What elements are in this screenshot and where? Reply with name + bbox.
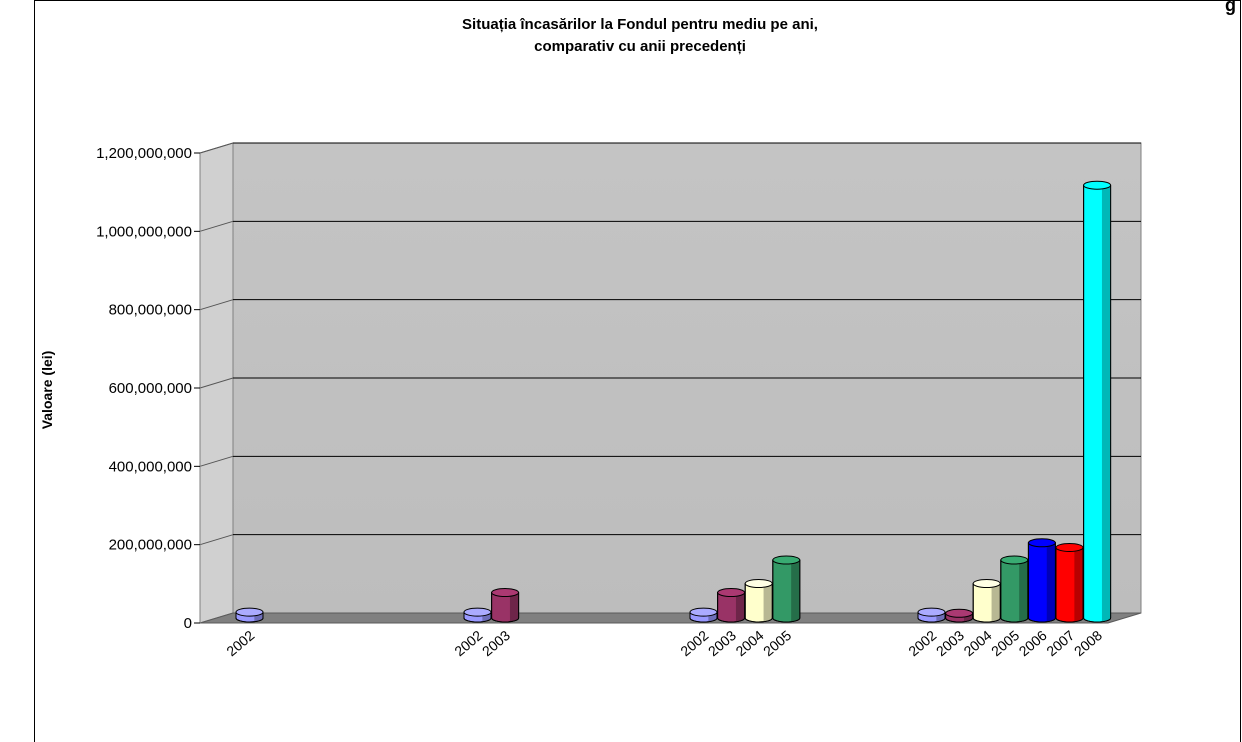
bar-4-2006: [1027, 538, 1056, 623]
x-tick-label: 2002: [905, 627, 939, 659]
bar-3-2003: [717, 588, 746, 623]
bar-4-2002: [917, 607, 946, 623]
x-tick-label: 2005: [760, 627, 794, 659]
x-tick-label: 2002: [677, 627, 711, 659]
chart-title-block: Situația încasărilor la Fondul pentru me…: [300, 14, 980, 58]
y-tick-label: 1,000,000,000: [96, 223, 192, 240]
bar-1-2002: [235, 607, 264, 623]
gridline-side: [199, 534, 234, 546]
x-tick-label: 2003: [933, 627, 967, 659]
chart-frame: g: [34, 0, 1241, 742]
y-axis: 0 200,000,000 400,000,000 600,000,000 800,00…: [96, 145, 201, 632]
y-tick-label: 600,000,000: [109, 380, 192, 397]
bar-4-2004: [972, 579, 1001, 623]
chart-subtitle: comparativ cu anii precedenți: [534, 38, 746, 55]
bar-4-2005: [1000, 555, 1029, 623]
bar-3-2002: [689, 607, 718, 623]
bar-2-2003: [491, 588, 520, 623]
bars: [235, 180, 1112, 623]
bar-2-2002: [463, 607, 492, 623]
gridline-side: [199, 455, 234, 467]
bar-4-2003: [945, 608, 974, 623]
gridline-side: [199, 142, 234, 154]
corner-mark: g: [1225, 0, 1236, 15]
gridline-side: [199, 299, 234, 311]
x-tick-label: 2007: [1043, 627, 1077, 659]
y-tick-label: 200,000,000: [109, 537, 192, 554]
x-tick-label: 2005: [988, 627, 1022, 659]
x-tick-label: 2003: [705, 627, 739, 659]
bar-3-2004: [744, 579, 773, 623]
chart-title: Situația încasărilor la Fondul pentru me…: [462, 16, 818, 33]
gridlines: [199, 142, 1141, 546]
bar-4-2008: [1083, 180, 1112, 623]
y-axis-label: Valoare (lei): [39, 351, 55, 430]
bar-4-2007: [1055, 543, 1084, 623]
x-tick-label: 2006: [1016, 627, 1050, 659]
y-tick-label: 0: [184, 615, 192, 632]
gridline-side: [199, 220, 234, 232]
x-tick-label: 2003: [479, 627, 513, 659]
bar-3-2005: [772, 555, 801, 623]
x-tick-label: 2008: [1071, 627, 1105, 659]
x-tick-label: 2002: [223, 627, 257, 659]
gridline-side: [199, 377, 234, 389]
y-tick-label: 400,000,000: [109, 458, 192, 475]
x-tick-label: 2004: [732, 627, 766, 659]
x-tick-label: 2002: [451, 627, 485, 659]
floor: [199, 612, 1142, 624]
y-tick-label: 800,000,000: [109, 302, 192, 319]
y-tick-label: 1,200,000,000: [96, 145, 192, 162]
x-tick-label: 2004: [960, 627, 994, 659]
plot-area: [199, 142, 1142, 624]
